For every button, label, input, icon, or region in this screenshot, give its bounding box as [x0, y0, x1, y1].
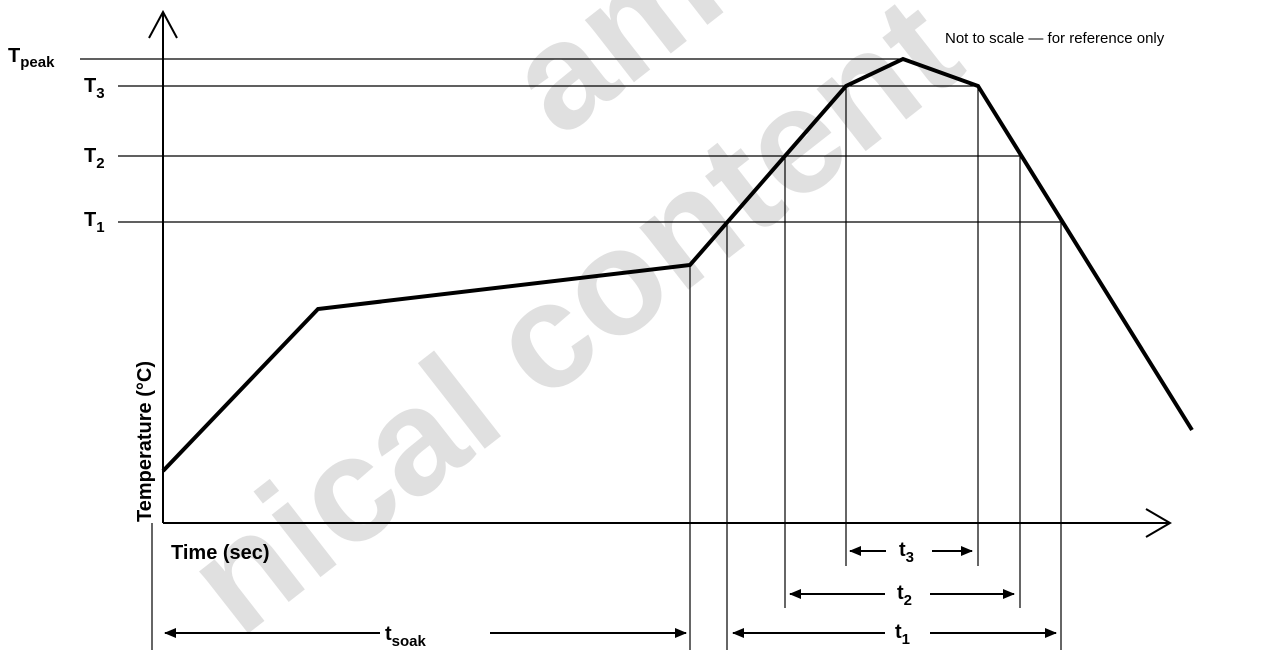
not-to-scale-note: Not to scale — for reference only — [945, 30, 1165, 47]
t-soak-label: tsoak — [385, 623, 427, 650]
y-axis-arrow-icon — [148, 9, 178, 39]
temperature-profile-curve — [161, 56, 1194, 473]
y-axis-label: Temperature (°C) — [134, 361, 156, 522]
axes — [148, 9, 1172, 538]
interval-guide-lines — [151, 86, 1062, 650]
t2-interval-label: t2 — [897, 582, 912, 609]
x-axis-label: Time (sec) — [171, 542, 270, 564]
t-peak-label: Tpeak — [8, 45, 55, 71]
t3-label: T3 — [84, 75, 105, 102]
temperature-level-lines — [80, 58, 1061, 223]
t1-label: T1 — [84, 209, 105, 236]
watermark: ams A nical content — [156, 0, 988, 650]
t2-label: T2 — [84, 145, 105, 172]
x-axis-arrow-icon — [1145, 508, 1172, 538]
t1-interval-label: t1 — [895, 621, 910, 648]
t3-interval-label: t3 — [899, 539, 914, 566]
